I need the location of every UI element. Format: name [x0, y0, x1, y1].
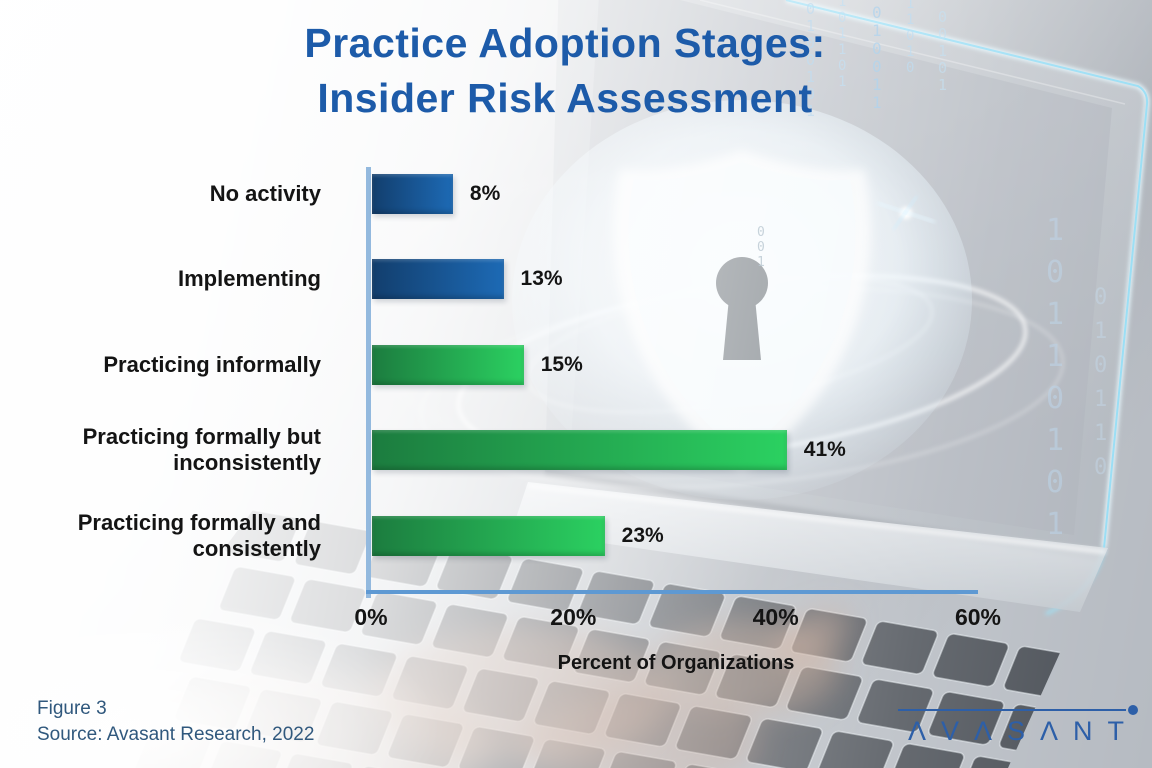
category-label: Practicing formally but inconsistently: [82, 424, 321, 475]
figure-source: Source: Avasant Research, 2022: [37, 724, 315, 745]
bar: [372, 173, 453, 214]
chart-title-line2: Insider Risk Assessment: [317, 75, 813, 121]
category-label: Implementing: [177, 266, 321, 291]
chart-title: Practice Adoption Stages: Insider Risk A…: [150, 16, 980, 126]
bar: [372, 430, 787, 470]
bar: [372, 515, 605, 556]
logo-line: [898, 709, 1126, 711]
logo-text: ΛVΛSΛNT: [907, 716, 1140, 746]
figure-caption: Figure 3 Source: Avasant Research, 2022: [37, 696, 314, 748]
chart-title-line1: Practice Adoption Stages:: [304, 20, 826, 66]
x-tick-label: 60%: [954, 604, 1002, 630]
value-label: 41%: [803, 438, 846, 461]
value-label: 8%: [469, 181, 501, 205]
x-tick-label: 20%: [550, 604, 597, 630]
x-tick-label: 0%: [354, 604, 388, 630]
x-axis-line: [366, 590, 978, 594]
value-label: 15%: [540, 352, 583, 376]
logo-dot: [1128, 705, 1138, 715]
value-label: 23%: [621, 523, 664, 547]
bar: [372, 259, 504, 299]
category-label: No activity: [209, 180, 321, 206]
category-label: Practicing informally: [103, 351, 321, 377]
figure-number: Figure 3: [37, 698, 107, 719]
x-axis-title: Percent of Organizations: [557, 652, 795, 674]
category-label: Practicing formally and consistently: [77, 509, 321, 561]
bar: [372, 344, 524, 385]
value-label: 13%: [520, 267, 563, 290]
x-tick-label: 40%: [752, 604, 799, 630]
y-axis-line: [366, 167, 371, 598]
